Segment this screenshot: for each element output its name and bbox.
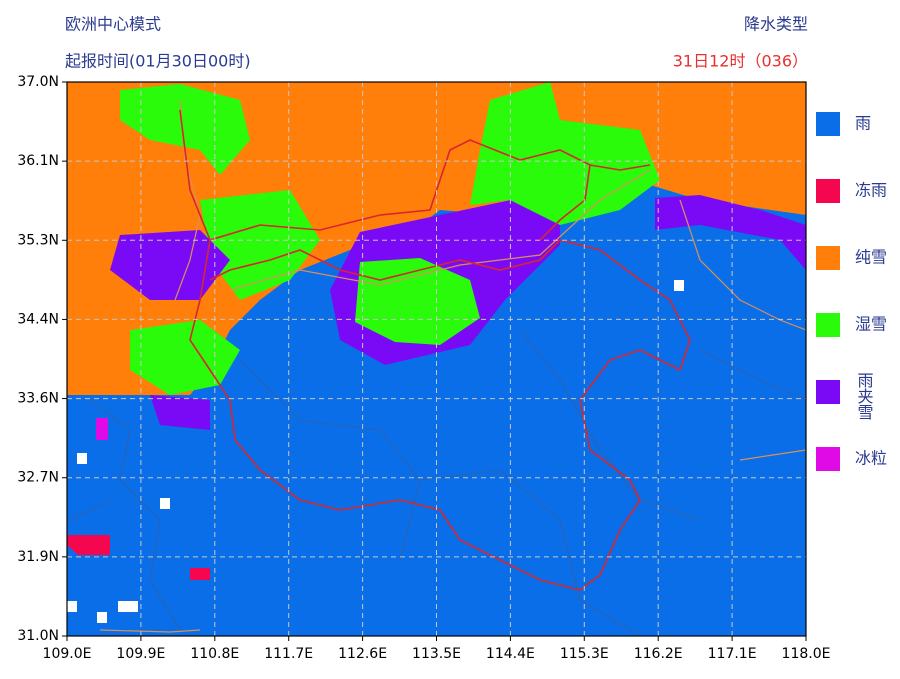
x-tick-label: 109.0E [43,646,92,662]
no-data [97,612,107,623]
x-tick-label: 115.3E [560,646,609,662]
model-title: 欧洲中心模式 [65,15,161,34]
legend-swatch [816,380,840,404]
legend-label: 雨夹雪 [855,372,874,420]
y-tick-label: 31.9N [17,549,59,565]
no-data [67,601,77,612]
y-tick-label: 34.4N [17,311,59,327]
freezing-rain-area [67,535,110,555]
x-tick-label: 118.0E [782,646,831,662]
no-data [77,453,87,464]
sleet-area [150,395,210,430]
sleet-area [655,195,806,270]
x-tick-label: 110.8E [190,646,239,662]
legend-swatch [816,447,840,471]
legend-label: 纯雪 [855,248,887,267]
freezing-rain-area [190,568,210,580]
axes: 109.0E 109.9E 110.8E 111.7E 112.6E 113.5E 114.… [17,74,830,662]
legend-swatch [816,179,840,203]
legend-label: 湿雪 [855,315,887,334]
wet-snow-area [120,84,250,175]
legend-swatch [816,313,840,337]
x-tick-label: 109.9E [116,646,165,662]
legend-label: 冻雨 [855,181,887,200]
sleet-area [110,230,230,300]
x-tick-label: 117.1E [708,646,757,662]
no-data [160,498,170,509]
x-tick-label: 111.7E [264,646,313,662]
y-tick-label: 36.1N [17,153,59,169]
x-tick-label: 113.5E [412,646,461,662]
wet-snow-area [470,82,660,225]
x-tick-label: 112.6E [338,646,387,662]
legend-label: 雨 [855,114,871,133]
wet-snow-area [355,258,480,345]
legend-swatch [816,246,840,270]
y-tick-label: 33.6N [17,391,59,407]
product-title: 降水类型 [744,15,808,34]
x-tick-label: 114.4E [486,646,535,662]
no-data [118,601,138,612]
valid-time: 31日12时（036） [673,52,808,71]
legend-label: 冰粒 [855,449,887,468]
x-tick-label: 116.2E [634,646,683,662]
y-tick-label: 31.0N [17,628,59,644]
legend-swatch [816,112,840,136]
no-data [674,280,684,291]
init-time: 起报时间(01月30日00时) [65,52,251,71]
y-tick-label: 35.3N [17,232,59,248]
y-tick-label: 32.7N [17,470,59,486]
wet-snow-area [130,320,240,395]
ice-pellet-area [96,418,108,440]
grid [67,82,806,636]
y-tick-label: 37.0N [17,74,59,90]
